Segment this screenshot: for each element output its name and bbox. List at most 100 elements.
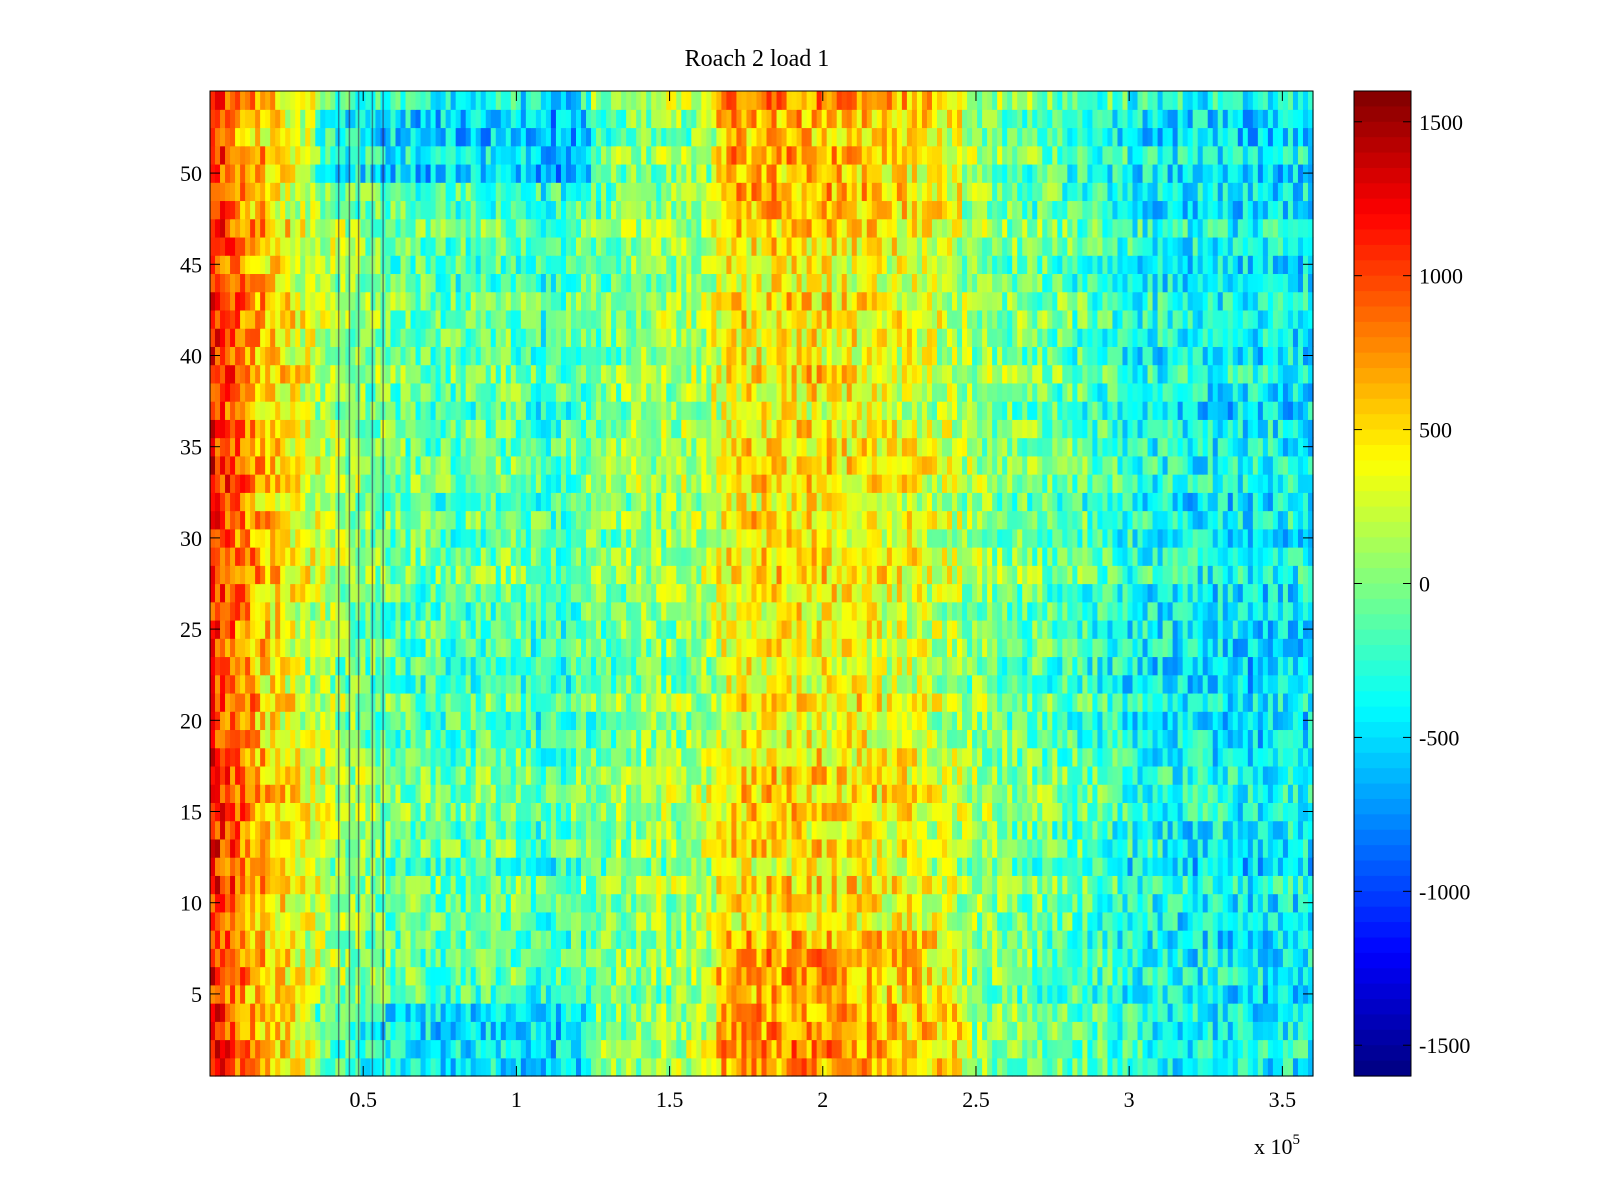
heatmap-cell bbox=[1232, 765, 1239, 785]
heatmap-cell bbox=[606, 765, 612, 785]
heatmap-cell bbox=[1227, 857, 1234, 876]
heatmap-cell bbox=[490, 948, 497, 968]
heatmap-cell bbox=[1052, 838, 1058, 858]
heatmap-cell bbox=[410, 729, 417, 749]
heatmap-cell bbox=[1252, 784, 1259, 803]
heatmap-cell bbox=[240, 966, 246, 986]
heatmap-cell bbox=[766, 765, 773, 785]
heatmap-cell bbox=[761, 765, 768, 785]
heatmap-cell bbox=[846, 948, 853, 968]
heatmap-cell bbox=[315, 784, 321, 803]
heatmap-cell bbox=[921, 930, 928, 949]
heatmap-cell bbox=[871, 784, 878, 803]
heatmap-cell bbox=[1047, 784, 1053, 803]
heatmap-cell bbox=[641, 802, 647, 822]
heatmap-cell bbox=[485, 747, 492, 767]
heatmap-cell bbox=[525, 711, 532, 731]
heatmap-cell bbox=[871, 930, 878, 949]
heatmap-cell bbox=[661, 765, 667, 785]
heatmap-cell bbox=[1277, 984, 1284, 1004]
heatmap-cell bbox=[816, 656, 823, 676]
heatmap-cell bbox=[921, 1003, 928, 1022]
heatmap-cell bbox=[696, 948, 702, 968]
heatmap-cell bbox=[1222, 948, 1229, 968]
heatmap-cell bbox=[1187, 1021, 1194, 1041]
heatmap-cell bbox=[821, 966, 828, 986]
heatmap-cell bbox=[1087, 1003, 1093, 1022]
heatmap-cell bbox=[1067, 1057, 1073, 1077]
heatmap-cell bbox=[886, 930, 893, 949]
heatmap-cell bbox=[270, 1039, 276, 1059]
heatmap-cell bbox=[796, 984, 803, 1004]
heatmap-cell bbox=[771, 1039, 778, 1059]
heatmap-cell bbox=[651, 857, 657, 876]
heatmap-cell bbox=[952, 711, 958, 731]
heatmap-cell bbox=[982, 802, 988, 822]
heatmap-cell bbox=[691, 784, 697, 803]
heatmap-cell bbox=[771, 930, 778, 949]
heatmap-cell bbox=[761, 692, 768, 712]
heatmap-cell bbox=[305, 692, 311, 712]
heatmap-cell bbox=[681, 802, 687, 822]
heatmap-cell bbox=[1202, 765, 1209, 785]
heatmap-cell bbox=[1042, 820, 1048, 840]
heatmap-cell bbox=[500, 765, 507, 785]
heatmap-cell bbox=[957, 802, 963, 822]
heatmap-cell bbox=[911, 674, 918, 694]
heatmap-cell bbox=[435, 948, 442, 968]
heatmap-cell bbox=[896, 820, 903, 840]
heatmap-cell bbox=[350, 984, 356, 1004]
heatmap-cell bbox=[1217, 1021, 1224, 1041]
heatmap-cell bbox=[756, 966, 763, 986]
heatmap-cell bbox=[686, 802, 692, 822]
heatmap-cell bbox=[671, 656, 677, 676]
heatmap-cell bbox=[1257, 784, 1264, 803]
heatmap-cell bbox=[1137, 747, 1144, 767]
heatmap-cell bbox=[250, 875, 256, 895]
heatmap-cell bbox=[1182, 729, 1189, 749]
heatmap-cell bbox=[340, 765, 346, 785]
heatmap-cell bbox=[315, 674, 321, 694]
heatmap-cell bbox=[265, 911, 271, 931]
heatmap-cell bbox=[926, 911, 933, 931]
heatmap-cell bbox=[992, 802, 998, 822]
heatmap-cell bbox=[260, 747, 266, 767]
heatmap-cell bbox=[270, 711, 276, 731]
heatmap-cell bbox=[1297, 875, 1304, 895]
heatmap-cell bbox=[576, 893, 582, 913]
heatmap-cell bbox=[425, 930, 432, 949]
heatmap-cell bbox=[836, 711, 843, 731]
heatmap-cell bbox=[560, 802, 567, 822]
heatmap-cell bbox=[771, 784, 778, 803]
heatmap-cell bbox=[390, 984, 397, 1004]
heatmap-cell bbox=[390, 1057, 397, 1077]
heatmap-cell bbox=[225, 948, 231, 968]
heatmap-cell bbox=[1072, 930, 1078, 949]
heatmap-cell bbox=[1262, 747, 1269, 767]
heatmap-cell bbox=[766, 692, 773, 712]
heatmap-cell bbox=[1092, 729, 1099, 749]
heatmap-cell bbox=[290, 711, 296, 731]
heatmap-cell bbox=[240, 1057, 246, 1077]
heatmap-cell bbox=[1292, 820, 1299, 840]
heatmap-cell bbox=[515, 1003, 522, 1022]
heatmap-cell bbox=[982, 1039, 988, 1059]
heatmap-cell bbox=[265, 1003, 271, 1022]
heatmap-cell bbox=[1162, 674, 1169, 694]
heatmap-cell bbox=[781, 729, 788, 749]
heatmap-cell bbox=[636, 802, 642, 822]
heatmap-cell bbox=[901, 911, 908, 931]
heatmap-cell bbox=[450, 747, 457, 767]
heatmap-cell bbox=[796, 802, 803, 822]
heatmap-cell bbox=[345, 893, 351, 913]
heatmap-cell bbox=[576, 1021, 582, 1041]
heatmap-cell bbox=[385, 729, 392, 749]
heatmap-cell bbox=[1282, 1039, 1289, 1059]
heatmap-cell bbox=[686, 1003, 692, 1022]
heatmap-cell bbox=[1122, 930, 1129, 949]
heatmap-cell bbox=[886, 984, 893, 1004]
heatmap-cell bbox=[230, 984, 236, 1004]
heatmap-cell bbox=[1252, 692, 1259, 712]
heatmap-cell bbox=[560, 1021, 567, 1041]
heatmap-cell bbox=[460, 747, 467, 767]
